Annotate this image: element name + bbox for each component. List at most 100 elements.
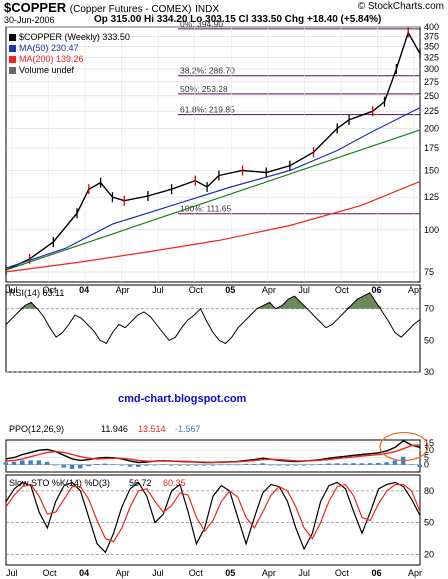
rsi-line	[5, 292, 421, 345]
sto-k-line	[5, 481, 421, 554]
legend-swatch	[9, 45, 16, 52]
sto-y-tick: 80	[424, 486, 434, 496]
ppo-histogram-bar	[152, 464, 158, 466]
price-x-tick: Oct	[335, 285, 350, 295]
credit[interactable]: © StockCharts.com	[357, 1, 444, 12]
ppo-histogram-bar	[28, 460, 33, 465]
price-y-tick: 400	[424, 22, 439, 32]
ppo-value-label: 13.514	[138, 424, 166, 434]
sto-x-tick: Apr	[116, 568, 130, 578]
date: 30-Jun-2006	[4, 15, 55, 25]
sto-x-tick: Oct	[335, 568, 350, 578]
rsi-title: RSI(14) 63.11	[9, 288, 64, 298]
price-y-tick: 125	[424, 192, 439, 202]
ppo-y-tick: 15	[424, 438, 434, 448]
ppo-histogram-bar	[409, 464, 414, 466]
fib-level-label: 50%: 253.28	[180, 84, 228, 94]
ppo-histogram-bar	[285, 464, 290, 466]
ppo-histogram-bar	[376, 462, 381, 465]
rsi-y-tick: 70	[424, 304, 434, 314]
watermark: cmd-chart.blogspot.com	[118, 393, 247, 405]
sto-y-tick: 50	[424, 518, 434, 528]
sto-x-tick: Apr	[408, 568, 422, 578]
sto-value-label: 56.72	[129, 478, 152, 488]
ppo-histogram-bar	[342, 463, 348, 465]
fib-level-label: 100%: 111.65	[180, 204, 231, 214]
fib-level-label: 0%: 394.90	[180, 19, 223, 29]
ppo-histogram-bar	[193, 464, 199, 466]
ppo-histogram-bar	[243, 463, 249, 465]
ppo-histogram-bar	[11, 461, 17, 465]
ppo-y-tick: 10	[424, 445, 434, 455]
ppo-y-tick: 5	[424, 452, 429, 462]
ppo-histogram-bar	[144, 464, 149, 466]
price-x-tick: 05	[225, 285, 235, 295]
ppo-histogram-bar	[417, 464, 422, 468]
ppo-histogram-bar	[251, 463, 257, 465]
ppo-histogram-bar	[94, 464, 100, 465]
ppo-histogram-bar	[334, 463, 340, 465]
ppo-histogram-bar	[160, 464, 166, 466]
rsi-panel	[5, 284, 421, 373]
sto-x-tick: Jul	[298, 568, 310, 578]
ppo-histogram-bar	[276, 464, 282, 466]
ppo-histogram-bar	[351, 463, 356, 465]
ppo-histogram-bar	[127, 464, 133, 467]
ppo-histogram-bar	[69, 464, 75, 470]
ppo-histogram-bar	[169, 464, 174, 466]
ppo-histogram-bar	[384, 462, 389, 465]
price-x-tick: Apr	[262, 285, 276, 295]
ppo-histogram-bar	[359, 463, 365, 465]
ppo-line	[5, 439, 421, 464]
price-y-tick: 250	[424, 91, 439, 101]
ppo-signal-line	[5, 444, 421, 464]
fib-level-label: 38.2%: 286.70	[180, 66, 235, 76]
exchange: INDX	[195, 4, 219, 15]
legend-swatch	[9, 56, 16, 63]
price-y-tick: 350	[424, 42, 439, 52]
ppo-histogram-bar	[111, 464, 116, 466]
price-y-tick: 275	[424, 77, 439, 87]
sto-x-tick: Jul	[6, 568, 18, 578]
price-series-line	[5, 30, 421, 271]
ppo-histogram-bar	[392, 460, 398, 465]
ppo-histogram-bar	[53, 464, 58, 466]
ppo-histogram-bar	[119, 464, 124, 466]
price-y-tick: 225	[424, 106, 439, 116]
ppo-histogram-bar	[3, 462, 8, 465]
ppo-histogram-bar	[185, 464, 191, 466]
price-y-tick: 300	[424, 64, 439, 74]
ppo-histogram-bar	[44, 461, 50, 465]
ppo-histogram-bar	[202, 464, 207, 466]
ppo-histogram-bar	[78, 464, 83, 469]
price-y-tick: 200	[424, 123, 439, 133]
ppo-histogram-bar	[86, 464, 91, 467]
ppo-value-label: 11.946	[101, 424, 128, 434]
legend-label: MA(50) 230.47	[19, 43, 79, 53]
highlight-ellipse	[379, 431, 429, 462]
rsi-y-tick: 50	[424, 335, 434, 345]
ppo-histogram-bar	[318, 464, 323, 465]
trendline-series-line	[5, 129, 421, 271]
legend-swatch	[9, 34, 16, 41]
sto-x-tick: Jul	[152, 568, 164, 578]
sto-x-tick: Oct	[189, 568, 204, 578]
price-x-tick: Apr	[408, 285, 422, 295]
price-y-tick: 100	[424, 225, 439, 235]
ppo-histogram-bar	[61, 464, 66, 468]
price-x-tick: Apr	[116, 285, 130, 295]
price-x-tick: Oct	[189, 285, 204, 295]
legend-label: Volume undef	[19, 65, 75, 75]
sto-d-line	[5, 483, 421, 543]
ppo-y-tick: 0	[424, 460, 429, 470]
ppo-histogram-bar	[293, 464, 298, 466]
price-x-tick: Jul	[298, 285, 310, 295]
ppo-histogram-bar	[102, 463, 108, 465]
symbol-title: $COPPER (Copper Futures - COMEX) INDX	[4, 0, 219, 15]
legend-swatch	[9, 67, 16, 74]
sto-panel	[5, 474, 421, 566]
legend-label: $COPPER (Weekly) 333.50	[19, 32, 130, 42]
quote: Op 315.00 Hi 334.20 Lo 303.15 Cl 333.50 …	[94, 14, 382, 25]
price-x-tick: Jul	[6, 285, 18, 295]
